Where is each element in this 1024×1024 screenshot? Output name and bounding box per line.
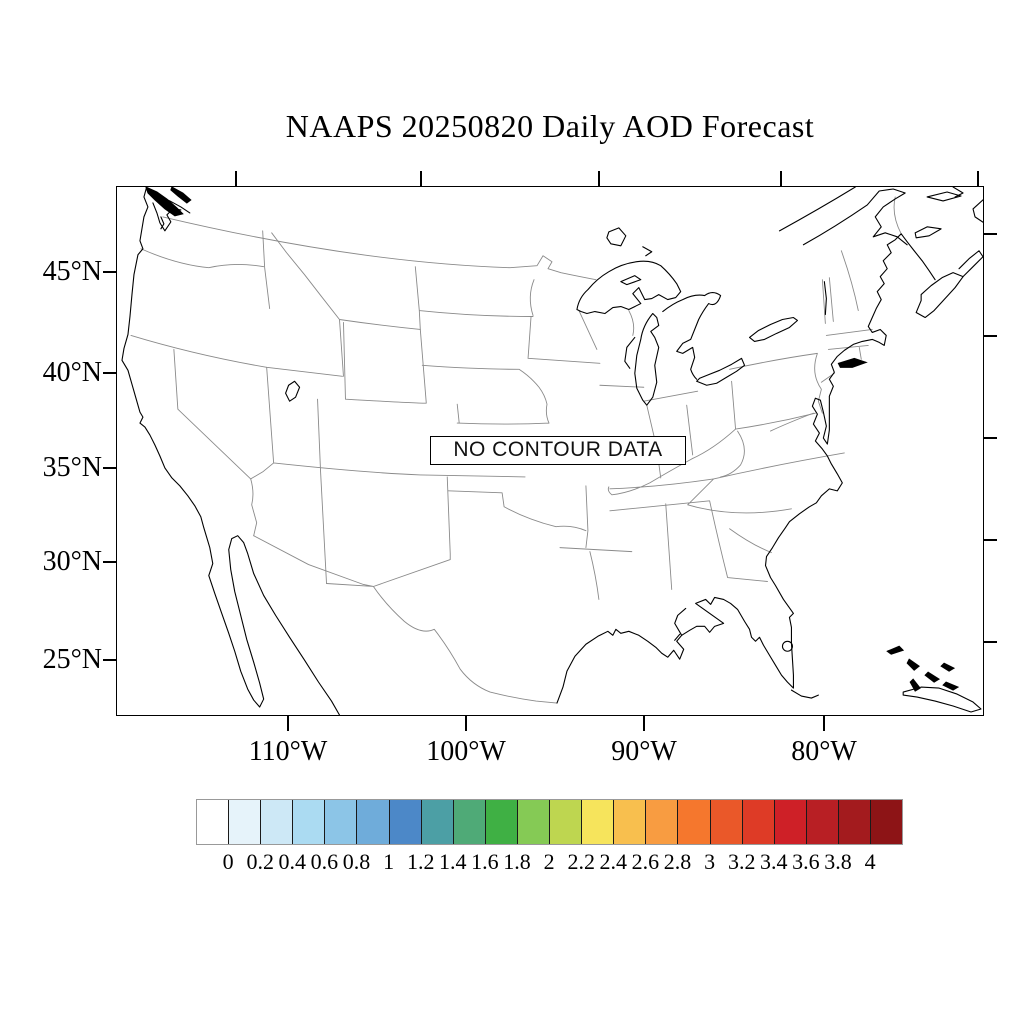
colorbar-segment-10 <box>517 800 551 844</box>
colorbar-segment-16 <box>710 800 743 844</box>
top-tick-2 <box>420 171 422 186</box>
colorbar-segment-11 <box>550 800 583 844</box>
colorbar-tick-label: 2.8 <box>663 849 692 874</box>
colorbar-segment-9 <box>485 800 518 844</box>
colorbar-tick-label: 1 <box>383 849 395 874</box>
plot-title: NAAPS 20250820 Daily AOD Forecast <box>285 108 815 144</box>
top-tick-3 <box>598 171 600 186</box>
top-tick-5 <box>977 171 979 186</box>
right-tick-3 <box>984 437 997 439</box>
colorbar-tick-label: 0.4 <box>278 849 307 874</box>
aod-colorbar <box>196 799 904 845</box>
right-tick-1 <box>984 233 997 235</box>
colorbar-segment-0 <box>197 800 230 844</box>
lon-label-110w: 110°W <box>248 736 328 767</box>
top-tick-4 <box>780 171 782 186</box>
colorbar-segment-18 <box>774 800 807 844</box>
no-contour-data-label: NO CONTOUR DATA <box>430 436 686 465</box>
colorbar-tick-label: 2 <box>543 849 555 874</box>
colorbar-tick-label: 3.6 <box>792 849 820 874</box>
colorbar-tick-label: 3.8 <box>824 849 852 874</box>
lat-label-25n: 25°N <box>42 644 102 675</box>
coastlines <box>121 187 983 715</box>
lat-tick-45n <box>103 271 116 273</box>
right-tick-4 <box>984 539 997 541</box>
lon-tick-110w <box>287 716 289 731</box>
lon-tick-80w <box>823 716 825 731</box>
right-tick-5 <box>984 641 997 643</box>
colorbar-segment-15 <box>678 800 711 844</box>
us-map <box>121 187 983 715</box>
colorbar-segment-21 <box>870 800 903 844</box>
right-tick-2 <box>984 335 997 337</box>
colorbar-segment-14 <box>646 800 679 844</box>
island-shapes <box>145 187 960 692</box>
colorbar-segment-1 <box>229 800 262 844</box>
lat-tick-40n <box>103 372 116 374</box>
lon-label-80w: 80°W <box>791 736 857 767</box>
lat-tick-35n <box>103 467 116 469</box>
colorbar-segment-13 <box>614 800 647 844</box>
lon-tick-90w <box>643 716 645 731</box>
colorbar-tick-label: 1.8 <box>503 849 531 874</box>
colorbar-tick-label: 3 <box>704 849 716 874</box>
top-tick-1 <box>235 171 237 186</box>
colorbar-segment-4 <box>325 800 358 844</box>
aod-colorbar-labels: 0 0.2 0.4 0.6 0.8 1 1.2 1.4 1.6 1.8 2 2.2 2.4 2.6 2.8 3… <box>0 849 1024 877</box>
lat-tick-25n <box>103 659 116 661</box>
colorbar-tick-label: 3.2 <box>727 849 756 874</box>
lat-label-40n: 40°N <box>42 357 102 388</box>
colorbar-segment-7 <box>421 800 454 844</box>
colorbar-tick-label: 0.2 <box>246 849 274 874</box>
colorbar-tick-label: 1.6 <box>471 849 499 874</box>
colorbar-segment-12 <box>582 800 615 844</box>
colorbar-tick-label: 0.8 <box>342 849 371 874</box>
lon-tick-100w <box>465 716 467 731</box>
state-borders <box>130 196 902 704</box>
colorbar-tick-label: 1.4 <box>439 849 467 874</box>
colorbar-tick-label: 2.2 <box>567 849 595 874</box>
colorbar-segment-20 <box>838 800 871 844</box>
lon-label-90w: 90°W <box>611 736 677 767</box>
colorbar-tick-label: 1.2 <box>406 849 435 874</box>
colorbar-tick-label: 0.6 <box>310 849 339 874</box>
lat-label-35n: 35°N <box>42 452 102 483</box>
colorbar-segment-17 <box>742 800 775 844</box>
colorbar-segment-19 <box>806 800 839 844</box>
colorbar-segment-8 <box>453 800 486 844</box>
colorbar-tick-label: 4 <box>864 849 876 874</box>
colorbar-segment-6 <box>389 800 422 844</box>
lon-label-100w: 100°W <box>426 736 506 767</box>
colorbar-tick-label: 0 <box>222 849 234 874</box>
colorbar-segment-2 <box>261 800 294 844</box>
lat-label-30n: 30°N <box>42 546 102 577</box>
lat-tick-30n <box>103 561 116 563</box>
colorbar-segment-3 <box>293 800 326 844</box>
colorbar-tick-label: 2.4 <box>599 849 628 874</box>
colorbar-segment-5 <box>357 800 390 844</box>
colorbar-tick-label: 3.4 <box>760 849 788 874</box>
colorbar-tick-label: 2.6 <box>631 849 660 874</box>
lat-label-45n: 45°N <box>42 256 102 287</box>
